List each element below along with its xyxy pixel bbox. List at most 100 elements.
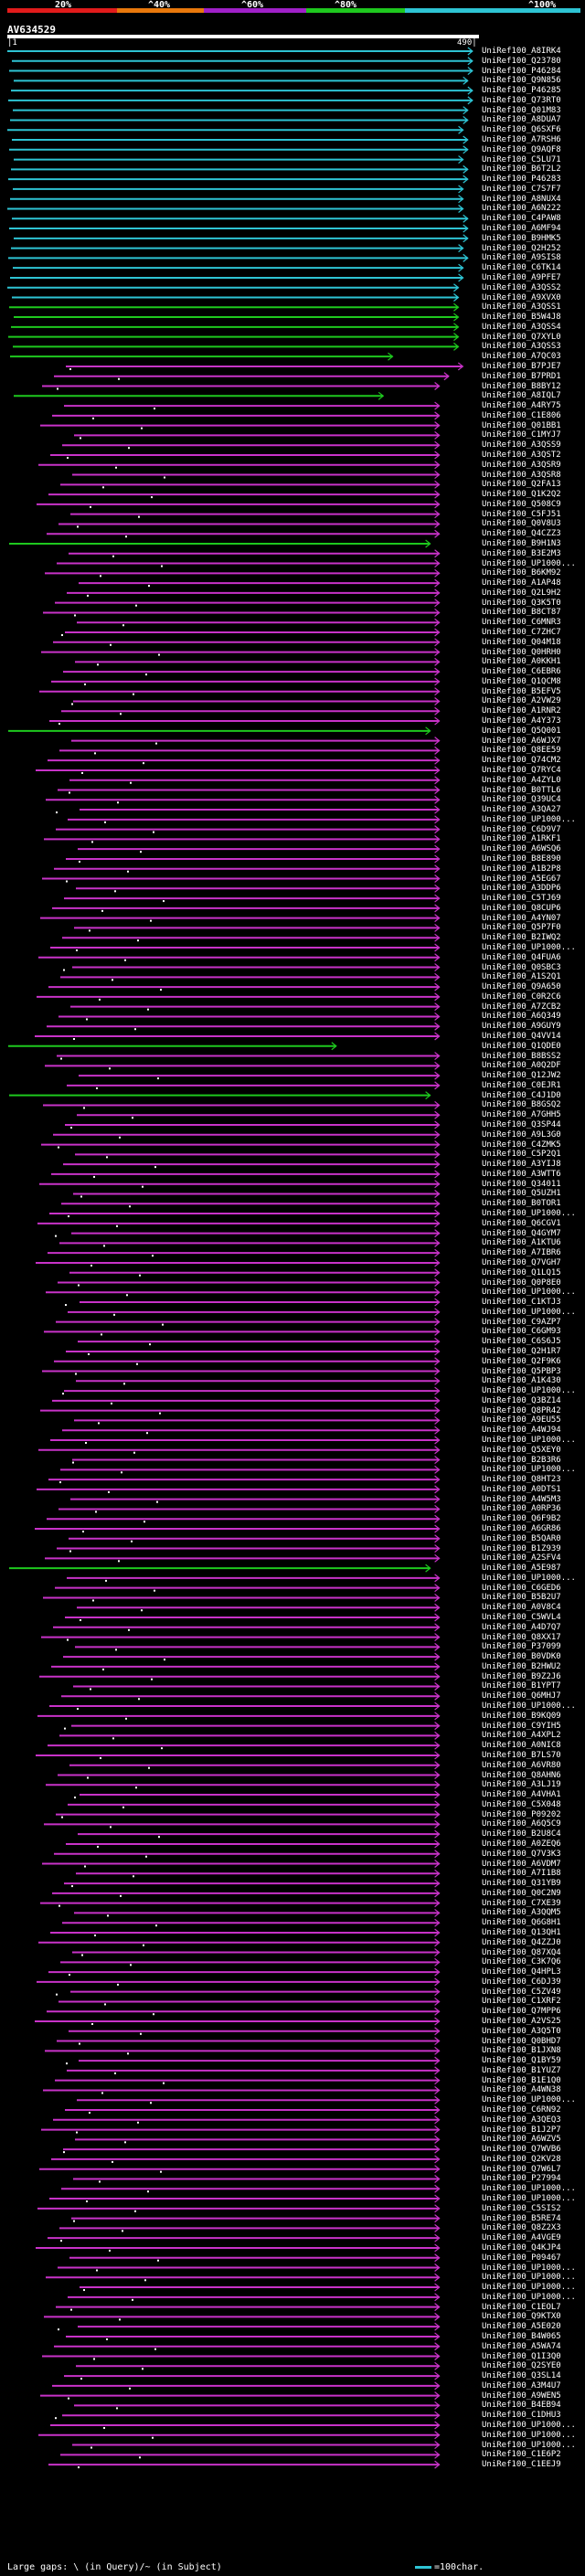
hit-label[interactable]: UniRef100_Q5Q001 bbox=[482, 726, 561, 736]
hit-label[interactable]: UniRef100_A1K430 bbox=[482, 1376, 561, 1386]
hit-label[interactable]: UniRef100_UP1000... bbox=[482, 2263, 576, 2273]
hit-label[interactable]: UniRef100_B8GSQ2 bbox=[482, 1100, 561, 1110]
hit-label[interactable]: UniRef100_C6EBR6 bbox=[482, 667, 561, 677]
hit-label[interactable]: UniRef100_Q5PBP3 bbox=[482, 1366, 561, 1376]
hit-label[interactable]: UniRef100_C5X048 bbox=[482, 1799, 561, 1809]
hit-label[interactable]: UniRef100_C6TK14 bbox=[482, 263, 561, 273]
hit-label[interactable]: UniRef100_UP1000... bbox=[482, 1465, 576, 1475]
hit-label[interactable]: UniRef100_UP1000... bbox=[482, 1573, 576, 1583]
hit-label[interactable]: UniRef100_C1DHU3 bbox=[482, 2411, 561, 2421]
hit-label[interactable]: UniRef100_P37099 bbox=[482, 1642, 561, 1652]
hit-label[interactable]: UniRef100_P27994 bbox=[482, 2174, 561, 2184]
hit-label[interactable]: UniRef100_A7QC03 bbox=[482, 352, 561, 362]
hit-label[interactable]: UniRef100_B1JXN8 bbox=[482, 2046, 561, 2056]
hit-label[interactable]: UniRef100_A4RY75 bbox=[482, 401, 561, 411]
hit-label[interactable]: UniRef100_Q31YB9 bbox=[482, 1879, 561, 1889]
hit-label[interactable]: UniRef100_B0VDK0 bbox=[482, 1652, 561, 1662]
hit-label[interactable]: UniRef100_B5QAR0 bbox=[482, 1533, 561, 1543]
hit-label[interactable]: UniRef100_Q01BB1 bbox=[482, 420, 561, 430]
hit-label[interactable]: UniRef100_A0Q2DF bbox=[482, 1061, 561, 1071]
hit-label[interactable]: UniRef100_A1AP48 bbox=[482, 578, 561, 588]
hit-label[interactable]: UniRef100_Q7RYC4 bbox=[482, 765, 561, 775]
hit-label[interactable]: UniRef100_Q7WVB6 bbox=[482, 2145, 561, 2155]
hit-label[interactable]: UniRef100_A6N222 bbox=[482, 204, 561, 214]
hit-label[interactable]: UniRef100_A5E020 bbox=[482, 2322, 561, 2332]
hit-label[interactable]: UniRef100_Q6SXF6 bbox=[482, 125, 561, 135]
hit-label[interactable]: UniRef100_B1YUZ7 bbox=[482, 2065, 561, 2075]
hit-label[interactable]: UniRef100_A3QST2 bbox=[482, 450, 561, 460]
hit-label[interactable]: UniRef100_B3E2M3 bbox=[482, 548, 561, 558]
hit-label[interactable]: UniRef100_Q3SP44 bbox=[482, 1120, 561, 1130]
hit-label[interactable]: UniRef100_C6GED6 bbox=[482, 1583, 561, 1593]
hit-label[interactable]: UniRef100_C5WVL4 bbox=[482, 1613, 561, 1623]
hit-label[interactable]: UniRef100_A4XPL2 bbox=[482, 1731, 561, 1741]
hit-label[interactable]: UniRef100_B2B3R6 bbox=[482, 1455, 561, 1465]
hit-label[interactable]: UniRef100_A0ZEQ6 bbox=[482, 1839, 561, 1849]
hit-label[interactable]: UniRef100_Q8HT23 bbox=[482, 1475, 561, 1485]
hit-label[interactable]: UniRef100_B8CT87 bbox=[482, 608, 561, 618]
hit-label[interactable]: UniRef100_B0TOR1 bbox=[482, 1199, 561, 1209]
hit-label[interactable]: UniRef100_C4ZMK5 bbox=[482, 1140, 561, 1150]
hit-label[interactable]: UniRef100_UP1000... bbox=[482, 1701, 576, 1712]
hit-label[interactable]: UniRef100_P09467 bbox=[482, 2253, 561, 2263]
hit-label[interactable]: UniRef100_Q7MPP6 bbox=[482, 2007, 561, 2017]
hit-label[interactable]: UniRef100_Q74CM2 bbox=[482, 756, 561, 766]
hit-label[interactable]: UniRef100_Q4KJP4 bbox=[482, 2242, 561, 2253]
hit-label[interactable]: UniRef100_UP1000... bbox=[482, 2194, 576, 2204]
hit-label[interactable]: UniRef100_A4D7Q7 bbox=[482, 1622, 561, 1632]
hit-label[interactable]: UniRef100_P46284 bbox=[482, 66, 561, 76]
hit-label[interactable]: UniRef100_C5ZV49 bbox=[482, 1987, 561, 1997]
hit-label[interactable]: UniRef100_Q23780 bbox=[482, 56, 561, 66]
hit-label[interactable]: UniRef100_B9KQ09 bbox=[482, 1711, 561, 1721]
hit-label[interactable]: UniRef100_UP1000... bbox=[482, 2420, 576, 2430]
hit-label[interactable]: UniRef100_Q6MHJ7 bbox=[482, 1691, 561, 1701]
hit-label[interactable]: UniRef100_B5RE74 bbox=[482, 2213, 561, 2223]
hit-label[interactable]: UniRef100_C6DJ39 bbox=[482, 1977, 561, 1987]
hit-label[interactable]: UniRef100_UP1000... bbox=[482, 1386, 576, 1396]
hit-label[interactable]: UniRef100_Q4ZZJ0 bbox=[482, 1937, 561, 1947]
hit-label[interactable]: UniRef100_Q8AHN6 bbox=[482, 1770, 561, 1780]
hit-label[interactable]: UniRef100_A7I1B8 bbox=[482, 1869, 561, 1879]
hit-label[interactable]: UniRef100_Q8Z2X3 bbox=[482, 2223, 561, 2233]
hit-label[interactable]: UniRef100_Q7W6L7 bbox=[482, 2164, 561, 2174]
hit-label[interactable]: UniRef100_UP1000... bbox=[482, 1435, 576, 1445]
hit-label[interactable]: UniRef100_A2VS25 bbox=[482, 2017, 561, 2026]
hit-label[interactable]: UniRef100_A6WZV5 bbox=[482, 2135, 561, 2145]
hit-label[interactable]: UniRef100_C6MNR3 bbox=[482, 618, 561, 628]
hit-label[interactable]: UniRef100_Q3SL14 bbox=[482, 2371, 561, 2381]
hit-label[interactable]: UniRef100_C9AZP7 bbox=[482, 1317, 561, 1327]
hit-label[interactable]: UniRef100_Q5UZH1 bbox=[482, 1189, 561, 1199]
hit-label[interactable]: UniRef100_UP1000... bbox=[482, 942, 576, 952]
hit-label[interactable]: UniRef100_Q2FA13 bbox=[482, 480, 561, 490]
hit-label[interactable]: UniRef100_A3QSS4 bbox=[482, 322, 561, 332]
hit-label[interactable]: UniRef100_A2SFV4 bbox=[482, 1553, 561, 1564]
hit-label[interactable]: UniRef100_A1RKF1 bbox=[482, 834, 561, 844]
hit-label[interactable]: UniRef100_UP1000... bbox=[482, 1288, 576, 1298]
hit-label[interactable]: UniRef100_A4WJ94 bbox=[482, 1426, 561, 1436]
hit-label[interactable]: UniRef100_A4VHA1 bbox=[482, 1790, 561, 1800]
hit-label[interactable]: UniRef100_C1E806 bbox=[482, 410, 561, 420]
hit-label[interactable]: UniRef100_B8E890 bbox=[482, 853, 561, 864]
hit-label[interactable]: UniRef100_B4EB94 bbox=[482, 2401, 561, 2411]
hit-label[interactable]: UniRef100_Q7VGH7 bbox=[482, 1257, 561, 1267]
hit-label[interactable]: UniRef100_C1XRF2 bbox=[482, 1997, 561, 2007]
hit-label[interactable]: UniRef100_Q6G8H1 bbox=[482, 1918, 561, 1928]
hit-label[interactable]: UniRef100_B9Z2J6 bbox=[482, 1671, 561, 1681]
hit-label[interactable]: UniRef100_B1Z939 bbox=[482, 1543, 561, 1553]
hit-label[interactable]: UniRef100_C4J1D0 bbox=[482, 1090, 561, 1100]
hit-label[interactable]: UniRef100_B9H1N3 bbox=[482, 539, 561, 548]
hit-label[interactable]: UniRef100_Q4HPL3 bbox=[482, 1967, 561, 1977]
hit-label[interactable]: UniRef100_Q1LQ15 bbox=[482, 1267, 561, 1277]
hit-label[interactable]: UniRef100_C7XE39 bbox=[482, 1898, 561, 1908]
hit-label[interactable]: UniRef100_UP1000... bbox=[482, 558, 576, 568]
hit-label[interactable]: UniRef100_A3QSS3 bbox=[482, 342, 561, 352]
hit-label[interactable]: UniRef100_A8DUA7 bbox=[482, 115, 561, 125]
hit-label[interactable]: UniRef100_A8IQL7 bbox=[482, 391, 561, 401]
hit-label[interactable]: UniRef100_P09202 bbox=[482, 1809, 561, 1819]
hit-label[interactable]: UniRef100_A4WN38 bbox=[482, 2085, 561, 2095]
hit-label[interactable]: UniRef100_UP1000... bbox=[482, 2440, 576, 2450]
hit-label[interactable]: UniRef100_A3QSR9 bbox=[482, 460, 561, 470]
hit-label[interactable]: UniRef100_Q4VV14 bbox=[482, 1032, 561, 1041]
hit-label[interactable]: UniRef100_C5TJ69 bbox=[482, 894, 561, 904]
hit-label[interactable]: UniRef100_A3QSR8 bbox=[482, 470, 561, 480]
